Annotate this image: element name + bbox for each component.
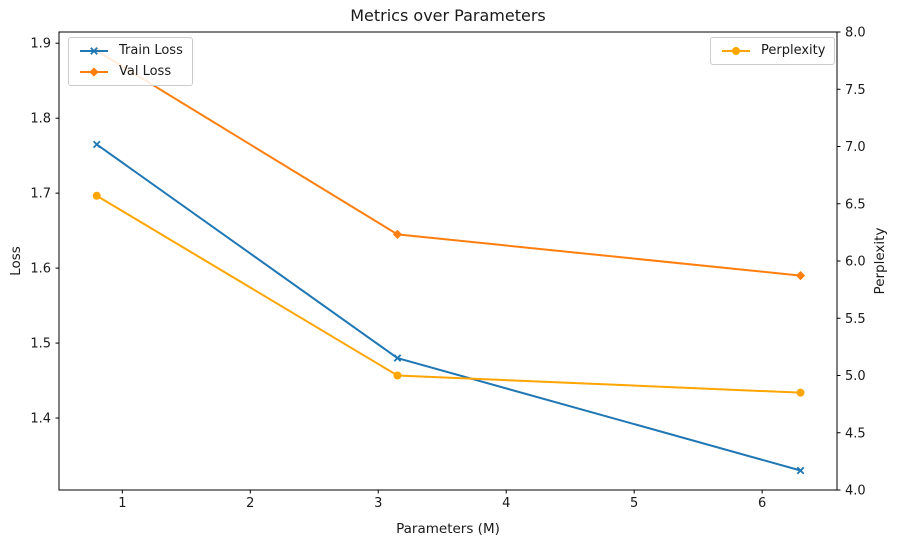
legend-sample-val-loss bbox=[80, 67, 108, 77]
legend-label-train-loss: Train Loss bbox=[119, 43, 183, 58]
y-right-tick-label: 5.5 bbox=[845, 312, 866, 327]
y-right-tick-label: 6.0 bbox=[845, 255, 866, 270]
y-axis-label-left: Loss bbox=[8, 246, 24, 276]
x-tick-label: 3 bbox=[374, 496, 382, 511]
x-tick-label: 4 bbox=[502, 496, 510, 511]
train-loss-marker bbox=[796, 466, 805, 475]
y-left-tick-label: 1.5 bbox=[30, 337, 51, 352]
y-right-tick-label: 5.0 bbox=[845, 369, 866, 384]
y-left-tick-label: 1.7 bbox=[30, 187, 51, 202]
y-right-tick-label: 7.0 bbox=[845, 140, 866, 155]
x-tick-label: 5 bbox=[630, 496, 638, 511]
train-loss-line bbox=[96, 143, 801, 472]
chart-title: Metrics over Parameters bbox=[350, 6, 546, 25]
train-loss-series bbox=[92, 140, 805, 475]
legend-item-val-loss: Val Loss bbox=[78, 64, 183, 80]
y-left-tick-label: 1.8 bbox=[30, 112, 51, 127]
y-left-tick-label: 1.9 bbox=[30, 37, 51, 52]
y-right-tick-label: 8.0 bbox=[845, 26, 866, 41]
perplexity-marker bbox=[92, 191, 101, 200]
y-right-tick-label: 4.0 bbox=[845, 484, 866, 499]
y-axis-label-right: Perplexity bbox=[872, 227, 888, 295]
legend-sample-perplexity bbox=[722, 47, 750, 55]
legend-label-val-loss: Val Loss bbox=[119, 64, 172, 79]
y-left-tick-label: 1.6 bbox=[30, 262, 51, 277]
perplexity-series bbox=[92, 191, 805, 397]
legend-item-train-loss: Train Loss bbox=[78, 43, 183, 59]
x-tick-label: 2 bbox=[246, 496, 254, 511]
x-tick-label: 6 bbox=[758, 496, 766, 511]
perplexity-marker bbox=[796, 388, 805, 397]
val-loss-series bbox=[92, 46, 806, 281]
val-loss-marker bbox=[795, 271, 806, 281]
train-loss-marker bbox=[92, 140, 101, 149]
val-loss-line bbox=[96, 49, 801, 277]
legend-label-perplexity: Perplexity bbox=[761, 43, 826, 58]
y-right-tick-label: 6.5 bbox=[845, 197, 866, 212]
legend-sample-train-loss bbox=[80, 47, 108, 55]
legend-item-perplexity: Perplexity bbox=[720, 43, 825, 59]
y-right-tick-label: 4.5 bbox=[845, 426, 866, 441]
y-right-tick-label: 7.5 bbox=[845, 83, 866, 98]
perplexity-marker bbox=[393, 371, 402, 380]
train-loss-marker bbox=[393, 354, 402, 362]
axes-spines bbox=[58, 31, 838, 491]
x-axis-label: Parameters (M) bbox=[396, 521, 500, 537]
legend-left: Train Loss Val Loss bbox=[68, 37, 193, 86]
x-tick-label: 1 bbox=[118, 496, 126, 511]
perplexity-line bbox=[96, 194, 801, 394]
y-left-tick-label: 1.4 bbox=[30, 412, 51, 427]
val-loss-marker bbox=[392, 229, 403, 239]
legend-right: Perplexity bbox=[710, 37, 836, 65]
